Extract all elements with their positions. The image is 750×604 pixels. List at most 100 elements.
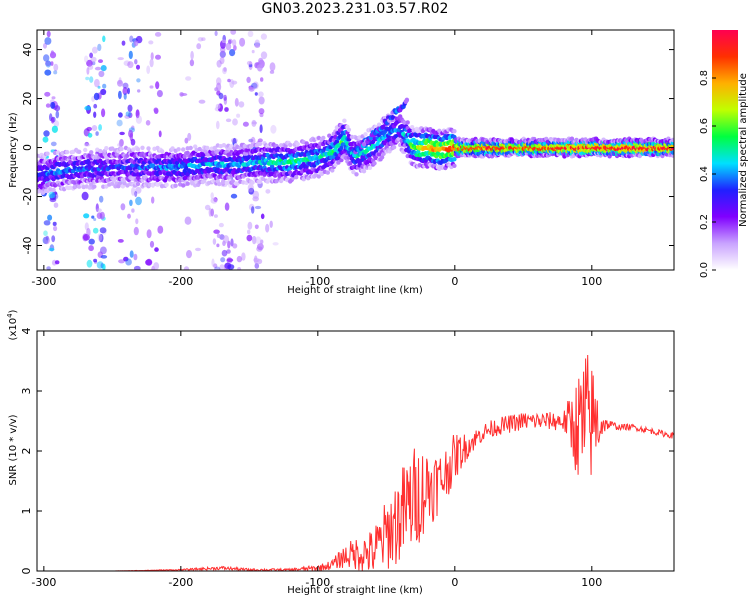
ridge-cell <box>217 181 222 187</box>
ridge-cell <box>339 145 344 151</box>
ridge-cell <box>170 146 175 151</box>
noise-cell <box>260 77 264 82</box>
noise-cell <box>246 60 252 66</box>
noise-cell <box>95 131 99 136</box>
noise-cell <box>118 112 123 118</box>
noise-cell <box>131 208 135 213</box>
noise-cell <box>216 243 220 248</box>
spectrogram-y-tick-label: 40 <box>21 43 34 57</box>
noise-cell <box>83 143 91 147</box>
noise-cell <box>81 191 89 201</box>
ridge-cell <box>670 150 674 155</box>
noise-cell <box>190 50 194 60</box>
noise-cell <box>234 97 239 107</box>
noise-cell <box>225 42 232 51</box>
ridge-cell <box>117 181 123 186</box>
ridge-cell <box>181 147 186 152</box>
noise-cell <box>97 233 103 242</box>
ridge-cell <box>410 125 415 130</box>
noise-cell <box>46 266 51 270</box>
noise-cell <box>116 119 123 127</box>
noise-cell <box>99 195 104 203</box>
noise-cell <box>146 229 152 239</box>
ridge-cell <box>110 181 115 186</box>
noise-cell <box>154 247 159 252</box>
noise-cell <box>133 253 138 261</box>
noise-cell <box>50 50 55 55</box>
ridge-cell <box>316 144 321 150</box>
spectrogram-y-tick-label: -40 <box>21 237 34 255</box>
noise-cell <box>84 55 89 63</box>
noise-cell <box>46 30 51 38</box>
noise-cell <box>146 65 151 74</box>
noise-cell <box>133 226 139 236</box>
noise-cell <box>43 236 50 245</box>
spectrogram-y-tick-label: 20 <box>21 92 34 106</box>
noise-cell <box>48 247 55 252</box>
ridge-cell <box>334 125 340 130</box>
ridge-cell <box>379 155 385 160</box>
noise-cell <box>238 101 245 108</box>
noise-cell <box>258 108 265 115</box>
noise-cell <box>135 115 142 124</box>
ridge-cell <box>327 133 332 138</box>
ridge-cell <box>349 134 355 140</box>
noise-cell <box>117 239 124 243</box>
noise-cell <box>51 235 56 243</box>
noise-cell <box>99 227 107 234</box>
noise-cell <box>149 240 155 248</box>
ridge-cell <box>159 149 165 154</box>
noise-cell <box>53 70 58 75</box>
ridge-cell <box>89 150 94 155</box>
noise-cell <box>94 78 100 88</box>
noise-cell <box>45 60 52 68</box>
noise-cell <box>255 236 262 244</box>
noise-cell <box>225 118 232 123</box>
noise-cell <box>118 90 122 100</box>
ridge-cell <box>452 157 457 162</box>
noise-cell <box>257 138 263 143</box>
ridge-cell <box>257 179 263 184</box>
noise-cell <box>210 192 214 200</box>
ridge-cell <box>146 146 151 151</box>
ridge-cell <box>405 120 410 125</box>
noise-cell <box>128 50 133 60</box>
noise-cell <box>88 238 95 245</box>
noise-cell <box>43 230 48 236</box>
noise-cell <box>127 87 130 95</box>
noise-cell <box>129 250 134 258</box>
noise-cell <box>269 220 273 228</box>
noise-cell <box>257 243 264 251</box>
noise-cell <box>55 110 60 119</box>
noise-cell <box>150 52 154 61</box>
noise-cell <box>241 252 246 261</box>
noise-cell <box>231 80 238 85</box>
noise-cell <box>117 79 123 87</box>
noise-cell <box>85 76 90 81</box>
spectrogram-x-axis-label: Height of straight line (km) <box>287 285 423 296</box>
noise-cell <box>260 33 267 40</box>
noise-cell <box>213 229 220 234</box>
noise-cell <box>97 85 101 89</box>
noise-cell <box>260 239 264 245</box>
noise-cell <box>242 121 249 127</box>
ridge-cell <box>452 163 457 168</box>
noise-cell <box>133 40 139 47</box>
noise-cell <box>118 77 122 84</box>
noise-cell <box>123 93 127 100</box>
noise-cell <box>149 58 154 68</box>
noise-cell <box>131 187 136 196</box>
noise-cell <box>123 256 129 262</box>
noise-cell <box>260 51 268 60</box>
ridge-cell <box>363 132 368 137</box>
noise-cell <box>89 76 94 83</box>
noise-cell <box>158 130 162 138</box>
snr-x-tick-label: -300 <box>31 576 56 589</box>
noise-cell <box>195 247 201 252</box>
noise-cell <box>45 103 51 108</box>
noise-cell <box>251 121 258 125</box>
noise-cell <box>216 120 220 130</box>
noise-cell <box>43 220 51 226</box>
noise-cell <box>214 266 221 270</box>
noise-cell <box>252 235 257 245</box>
